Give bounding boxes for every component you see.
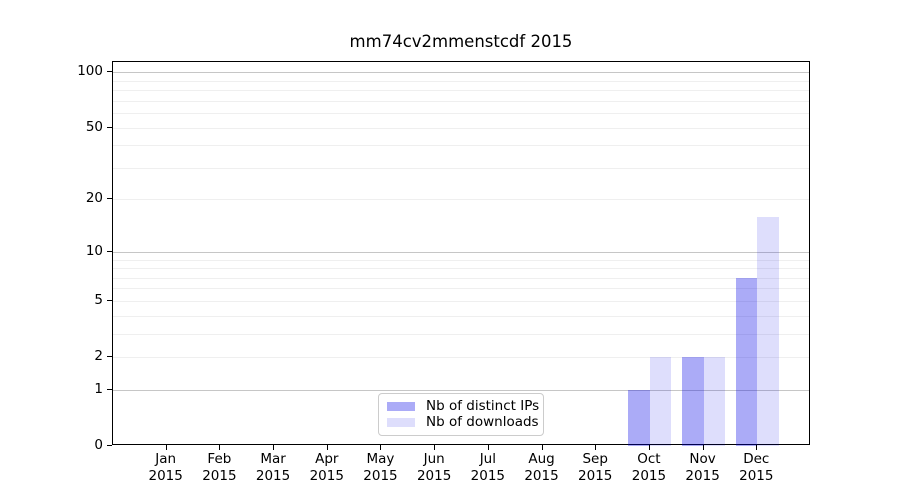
chart-title: mm74cv2mmenstcdf 2015 xyxy=(349,32,573,51)
y-tick-mark-2 xyxy=(107,356,112,358)
x-tick-label-jan: Jan 2015 xyxy=(148,451,183,484)
gridline-minor-50 xyxy=(113,127,809,129)
gridline-minor-90 xyxy=(113,80,809,82)
gridline-major-1 xyxy=(113,389,809,391)
gridline-minor-20 xyxy=(113,199,809,201)
x-tick-mark-jun xyxy=(434,445,436,450)
gridline-minor-4 xyxy=(113,315,809,317)
bar-downloads-nov xyxy=(703,357,726,446)
x-tick-mark-oct xyxy=(648,445,650,450)
bar-distinct-ips-dec xyxy=(735,277,758,446)
x-tick-label-may: May 2015 xyxy=(363,451,398,484)
gridline-minor-8 xyxy=(113,268,809,270)
x-tick-mark-feb xyxy=(219,445,221,450)
x-tick-mark-dec xyxy=(756,445,758,450)
x-tick-label-apr: Apr 2015 xyxy=(309,451,344,484)
gridline-minor-60 xyxy=(113,113,809,115)
gridline-minor-70 xyxy=(113,100,809,102)
gridline-minor-9 xyxy=(113,259,809,261)
legend-label-downloads: Nb of downloads xyxy=(426,413,539,430)
x-tick-label-mar: Mar 2015 xyxy=(255,451,291,484)
x-tick-label-oct: Oct 2015 xyxy=(631,451,667,484)
gridline-minor-5 xyxy=(113,300,809,302)
y-tick-label-2: 2 xyxy=(94,348,103,365)
x-tick-mark-mar xyxy=(273,445,275,450)
x-tick-label-dec: Dec 2015 xyxy=(739,451,774,484)
gridline-minor-2 xyxy=(113,357,809,359)
legend-item-distinct-ips: Nb of distinct IPs xyxy=(387,399,539,414)
gridline-minor-3 xyxy=(113,333,809,335)
y-tick-label-100: 100 xyxy=(77,63,103,80)
x-tick-mark-jul xyxy=(487,445,489,450)
legend: Nb of distinct IPs Nb of downloads xyxy=(378,393,544,436)
legend-swatch-distinct-ips xyxy=(387,402,415,412)
bar-downloads-oct xyxy=(649,357,672,446)
bar-downloads-dec xyxy=(757,216,779,446)
y-tick-label-50: 50 xyxy=(85,118,103,135)
gridline-minor-40 xyxy=(113,145,809,147)
gridline-minor-80 xyxy=(113,90,809,92)
y-tick-label-10: 10 xyxy=(85,242,103,259)
x-tick-mark-may xyxy=(380,445,382,450)
x-tick-mark-apr xyxy=(326,445,328,450)
y-tick-label-5: 5 xyxy=(94,291,103,308)
x-tick-mark-jan xyxy=(165,445,167,450)
x-tick-mark-sep xyxy=(595,445,597,450)
x-tick-label-feb: Feb 2015 xyxy=(202,451,237,484)
legend-item-downloads: Nb of downloads xyxy=(387,414,539,430)
legend-swatch-downloads xyxy=(387,417,415,427)
gridline-minor-7 xyxy=(113,277,809,279)
y-tick-mark-100 xyxy=(107,71,112,73)
plot-area xyxy=(112,61,810,446)
y-tick-mark-50 xyxy=(107,126,112,128)
x-tick-label-sep: Sep 2015 xyxy=(578,451,613,484)
y-tick-mark-1 xyxy=(107,388,112,390)
y-tick-label-1: 1 xyxy=(94,380,103,397)
gridline-major-100 xyxy=(113,72,809,74)
y-tick-mark-10 xyxy=(107,250,112,252)
legend-label-distinct-ips: Nb of distinct IPs xyxy=(426,398,540,415)
x-tick-label-nov: Nov 2015 xyxy=(685,451,720,484)
gridline-minor-30 xyxy=(113,167,809,169)
gridline-major-10 xyxy=(113,251,809,253)
gridline-minor-6 xyxy=(113,288,809,290)
x-tick-label-aug: Aug 2015 xyxy=(524,451,559,484)
y-tick-mark-20 xyxy=(107,198,112,200)
y-tick-mark-0 xyxy=(107,445,112,446)
x-tick-mark-aug xyxy=(541,445,543,450)
bar-distinct-ips-oct xyxy=(628,389,650,446)
x-tick-mark-nov xyxy=(702,445,704,450)
bar-distinct-ips-nov xyxy=(682,357,704,446)
y-tick-mark-5 xyxy=(107,299,112,301)
x-tick-label-jun: Jun 2015 xyxy=(416,451,452,484)
y-tick-label-20: 20 xyxy=(85,190,103,207)
y-tick-label-0: 0 xyxy=(94,437,103,453)
x-tick-label-jul: Jul 2015 xyxy=(470,451,506,484)
